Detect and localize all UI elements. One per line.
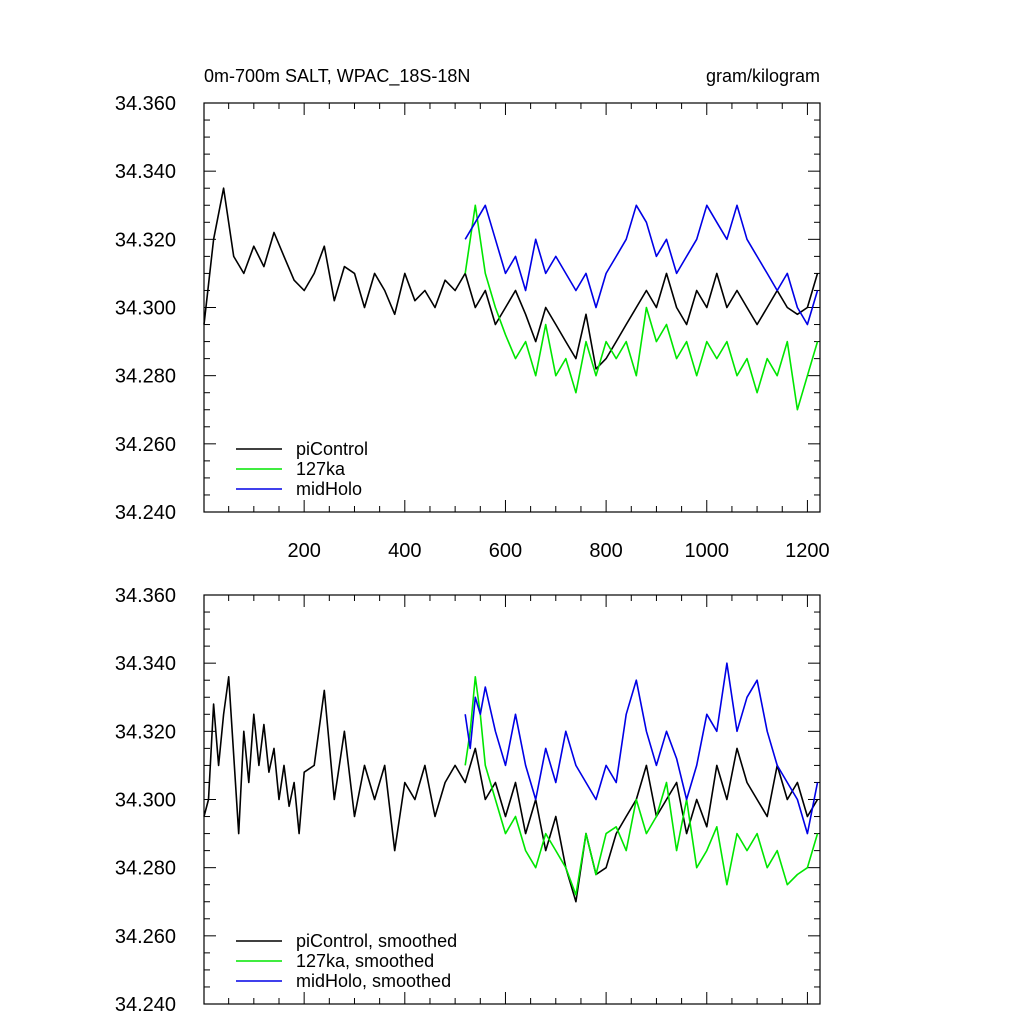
smoothed-axis-ticks: 34.240 34.260 34.280 34.300 34.320 34.340 34.3… [115, 585, 820, 1016]
y-tick-label: 34.340 [115, 161, 176, 183]
raw-series-layer [203, 187, 819, 411]
legend-label: midHolo [296, 479, 362, 499]
legend-label: piControl [296, 439, 368, 459]
legend-label: midHolo, smoothed [296, 971, 451, 991]
y-tick-label: 34.260 [115, 434, 176, 456]
smoothed-plot-frame [203, 594, 821, 1005]
y-tick-label: 34.360 [115, 585, 176, 607]
x-tick-label: 1000 [685, 540, 730, 562]
y-tick-label: 34.360 [115, 93, 176, 115]
series-line-midholo [464, 204, 819, 326]
y-tick-label: 34.280 [115, 858, 176, 880]
series-line-127ka-smoothed [464, 675, 819, 896]
raw-axis-ticks: 34.240 34.260 34.280 34.300 34.320 34.340 34.3… [115, 93, 830, 562]
legend-label: 127ka [296, 459, 346, 479]
series-line-picontrol [203, 187, 819, 370]
top-title-left: 0m-700m SALT, WPAC_18S-18N [204, 66, 470, 87]
x-tick-label: 600 [489, 540, 522, 562]
y-tick-label: 34.240 [115, 502, 176, 524]
raw-panel: 0m-700m SALT, WPAC_18S-18N gram/kilogram… [115, 66, 830, 562]
series-line-picontrol-smoothed [203, 675, 819, 903]
y-tick-label: 34.300 [115, 298, 176, 320]
y-tick-label: 34.340 [115, 653, 176, 675]
x-tick-label: 200 [287, 540, 320, 562]
y-tick-label: 34.280 [115, 366, 176, 388]
y-tick-label: 34.300 [115, 790, 176, 812]
raw-plot-frame [203, 102, 821, 513]
x-tick-label: 800 [589, 540, 622, 562]
legend-label: piControl, smoothed [296, 931, 457, 951]
smoothed-panel: 34.240 34.260 34.280 34.300 34.320 34.340 34.3… [115, 585, 821, 1016]
y-tick-label: 34.320 [115, 229, 176, 251]
x-tick-label: 400 [388, 540, 421, 562]
y-tick-label: 34.260 [115, 926, 176, 948]
y-tick-label: 34.320 [115, 721, 176, 743]
series-line-127ka [464, 204, 819, 411]
series-line-midholo-smoothed [464, 662, 819, 835]
y-tick-label: 34.240 [115, 994, 176, 1016]
top-title-right: gram/kilogram [706, 66, 820, 86]
legend-label: 127ka, smoothed [296, 951, 434, 971]
x-tick-label: 1200 [785, 540, 830, 562]
smoothed-series-layer [203, 662, 819, 903]
